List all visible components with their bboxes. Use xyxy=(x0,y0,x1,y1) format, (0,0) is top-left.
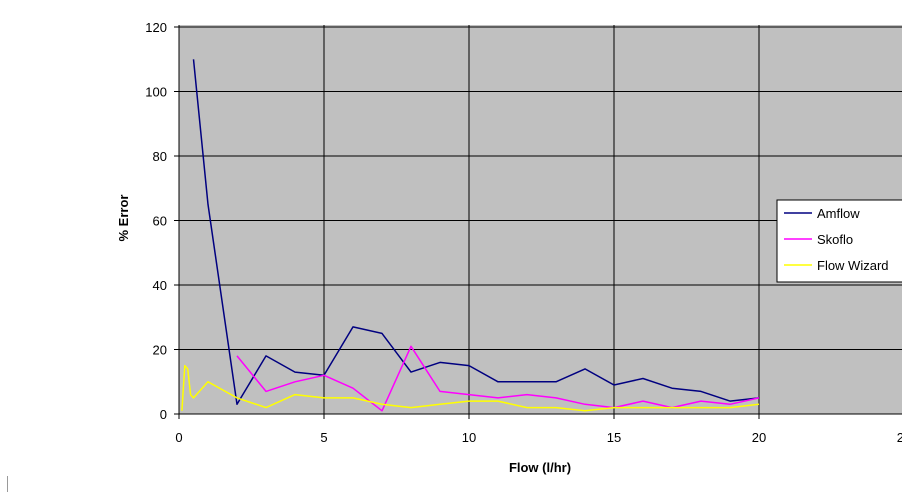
y-tick-label: 120 xyxy=(145,20,167,35)
x-tick-label: 10 xyxy=(462,430,476,445)
x-tick-label: 20 xyxy=(752,430,766,445)
y-tick-label: 100 xyxy=(145,85,167,100)
x-tick-label: 0 xyxy=(175,430,182,445)
y-tick-label: 80 xyxy=(153,149,167,164)
series-line-flow-wizard xyxy=(181,364,760,412)
y-axis-title: % Error xyxy=(116,195,131,242)
y-tick-label: 0 xyxy=(160,407,167,422)
x-tick-label: 25 xyxy=(897,430,902,445)
y-tick-label: 20 xyxy=(153,343,167,358)
y-tick-label: 40 xyxy=(153,278,167,293)
series-line-amflow xyxy=(192,59,760,406)
legend-label: Amflow xyxy=(817,206,860,221)
x-tick-label: 15 xyxy=(607,430,621,445)
legend-label: Skoflo xyxy=(817,232,853,247)
legend-label: Flow Wizard xyxy=(817,258,889,273)
edge-mark xyxy=(7,476,8,492)
x-tick-label: 5 xyxy=(320,430,327,445)
y-tick-label: 60 xyxy=(153,214,167,229)
x-axis-title: Flow (l/hr) xyxy=(509,460,571,475)
